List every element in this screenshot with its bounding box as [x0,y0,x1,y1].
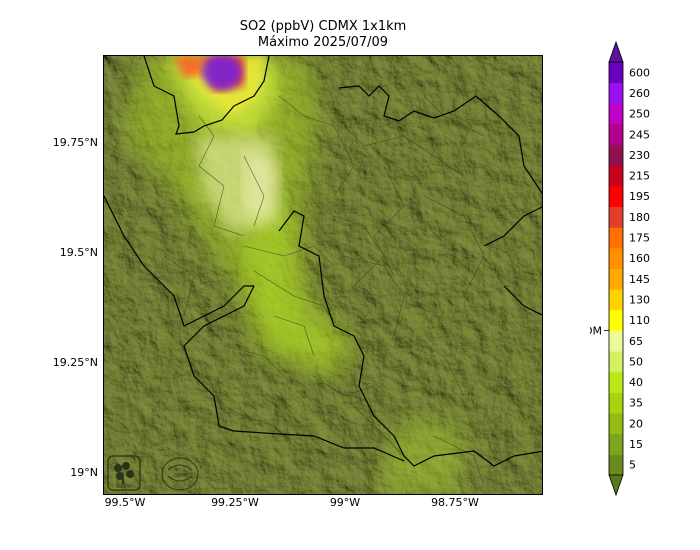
colorbar-level-label: 65 [629,335,643,348]
colorbar-block [609,144,623,166]
colorbar-block [609,185,623,208]
peak-concentration-spot [202,56,242,90]
colorbar-block [609,103,623,125]
colorbar-level-label: 50 [629,355,643,368]
map-title: SO2 (ppbV) CDMX 1x1km [239,19,407,34]
colorbar-block [609,206,623,228]
colorbar-level-label: 260 [629,87,650,100]
colorbar-block [609,330,623,352]
lat-tick-label: 19.25°N [52,356,98,369]
colorbar-block [609,123,623,146]
state-boundaries [104,56,542,467]
colorbar-block [609,227,623,249]
lat-tick-label: 19.5°N [59,246,98,259]
colorbar-block [609,454,623,476]
colorbar-labels: 5 15 20 35 40 50 65 110 130 145 160 175 180 195 215 230… [629,66,650,471]
colorbar-level-label: 15 [629,438,643,451]
colorbar-block [609,289,623,311]
colorbar-over-arrow [608,40,624,63]
colorbar-level-label: 245 [629,128,650,141]
map-subtitle: Máximo 2025/07/09 [257,35,389,50]
colorbar-block [609,351,623,373]
colorbar-block [609,309,623,331]
lat-tick-label: 19°N [70,466,98,479]
sedema-logo-text: SEDEMA [116,484,133,489]
colorbar-level-label: 35 [629,397,643,410]
colorbar-level-label: 175 [629,232,650,245]
colorbar-block [609,268,623,290]
colorbar-block [609,82,623,104]
cdmx-logo: CDMX [161,457,199,491]
colorbar-block [609,165,623,187]
colorbar-level-label: 20 [629,417,643,430]
colorbar-outline [608,61,624,476]
colorbar-level-label: 5 [629,459,636,472]
colorbar-level-label: 195 [629,190,650,203]
colorbar-block [609,247,623,269]
lon-tick-label: 99.5°W [104,496,146,509]
colorbar-level-label: 145 [629,273,650,286]
colorbar-level-label: 600 [629,66,650,79]
nom-label: NOM [590,324,602,337]
map-canvas: SEDEMA CDMX [104,56,542,494]
so2-concentration-map: SEDEMA CDMX [103,55,543,495]
colorbar-blocks [604,40,624,497]
concentration-plume [124,56,464,494]
lon-tick-label: 98.75°W [431,496,479,509]
lat-tick-label: 19.75°N [52,136,98,149]
lon-tick-label: 99°W [329,496,361,509]
colorbar-level-label: 250 [629,108,650,121]
colorbar: 5 15 20 35 40 50 65 110 130 145 160 175 180 195 215 230… [590,40,650,497]
cdmx-logo-text: CDMX [174,473,186,478]
colorbar-level-label: 40 [629,376,643,389]
colorbar-level-label: 160 [629,252,650,265]
municipal-boundaries [163,95,485,487]
colorbar-under-arrow [608,474,624,497]
colorbar-block [609,62,623,84]
colorbar-level-label: 110 [629,314,650,327]
colorbar-block [609,371,623,393]
colorbar-block [609,392,623,414]
lon-tick-label: 99.25°W [211,496,259,509]
colorbar-block [609,413,623,435]
colorbar-level-label: 180 [629,211,650,224]
sedema-logo: SEDEMA [107,455,141,491]
colorbar-level-label: 215 [629,170,650,183]
colorbar-level-label: 130 [629,293,650,306]
colorbar-block [609,433,623,455]
colorbar-level-label: 230 [629,149,650,162]
